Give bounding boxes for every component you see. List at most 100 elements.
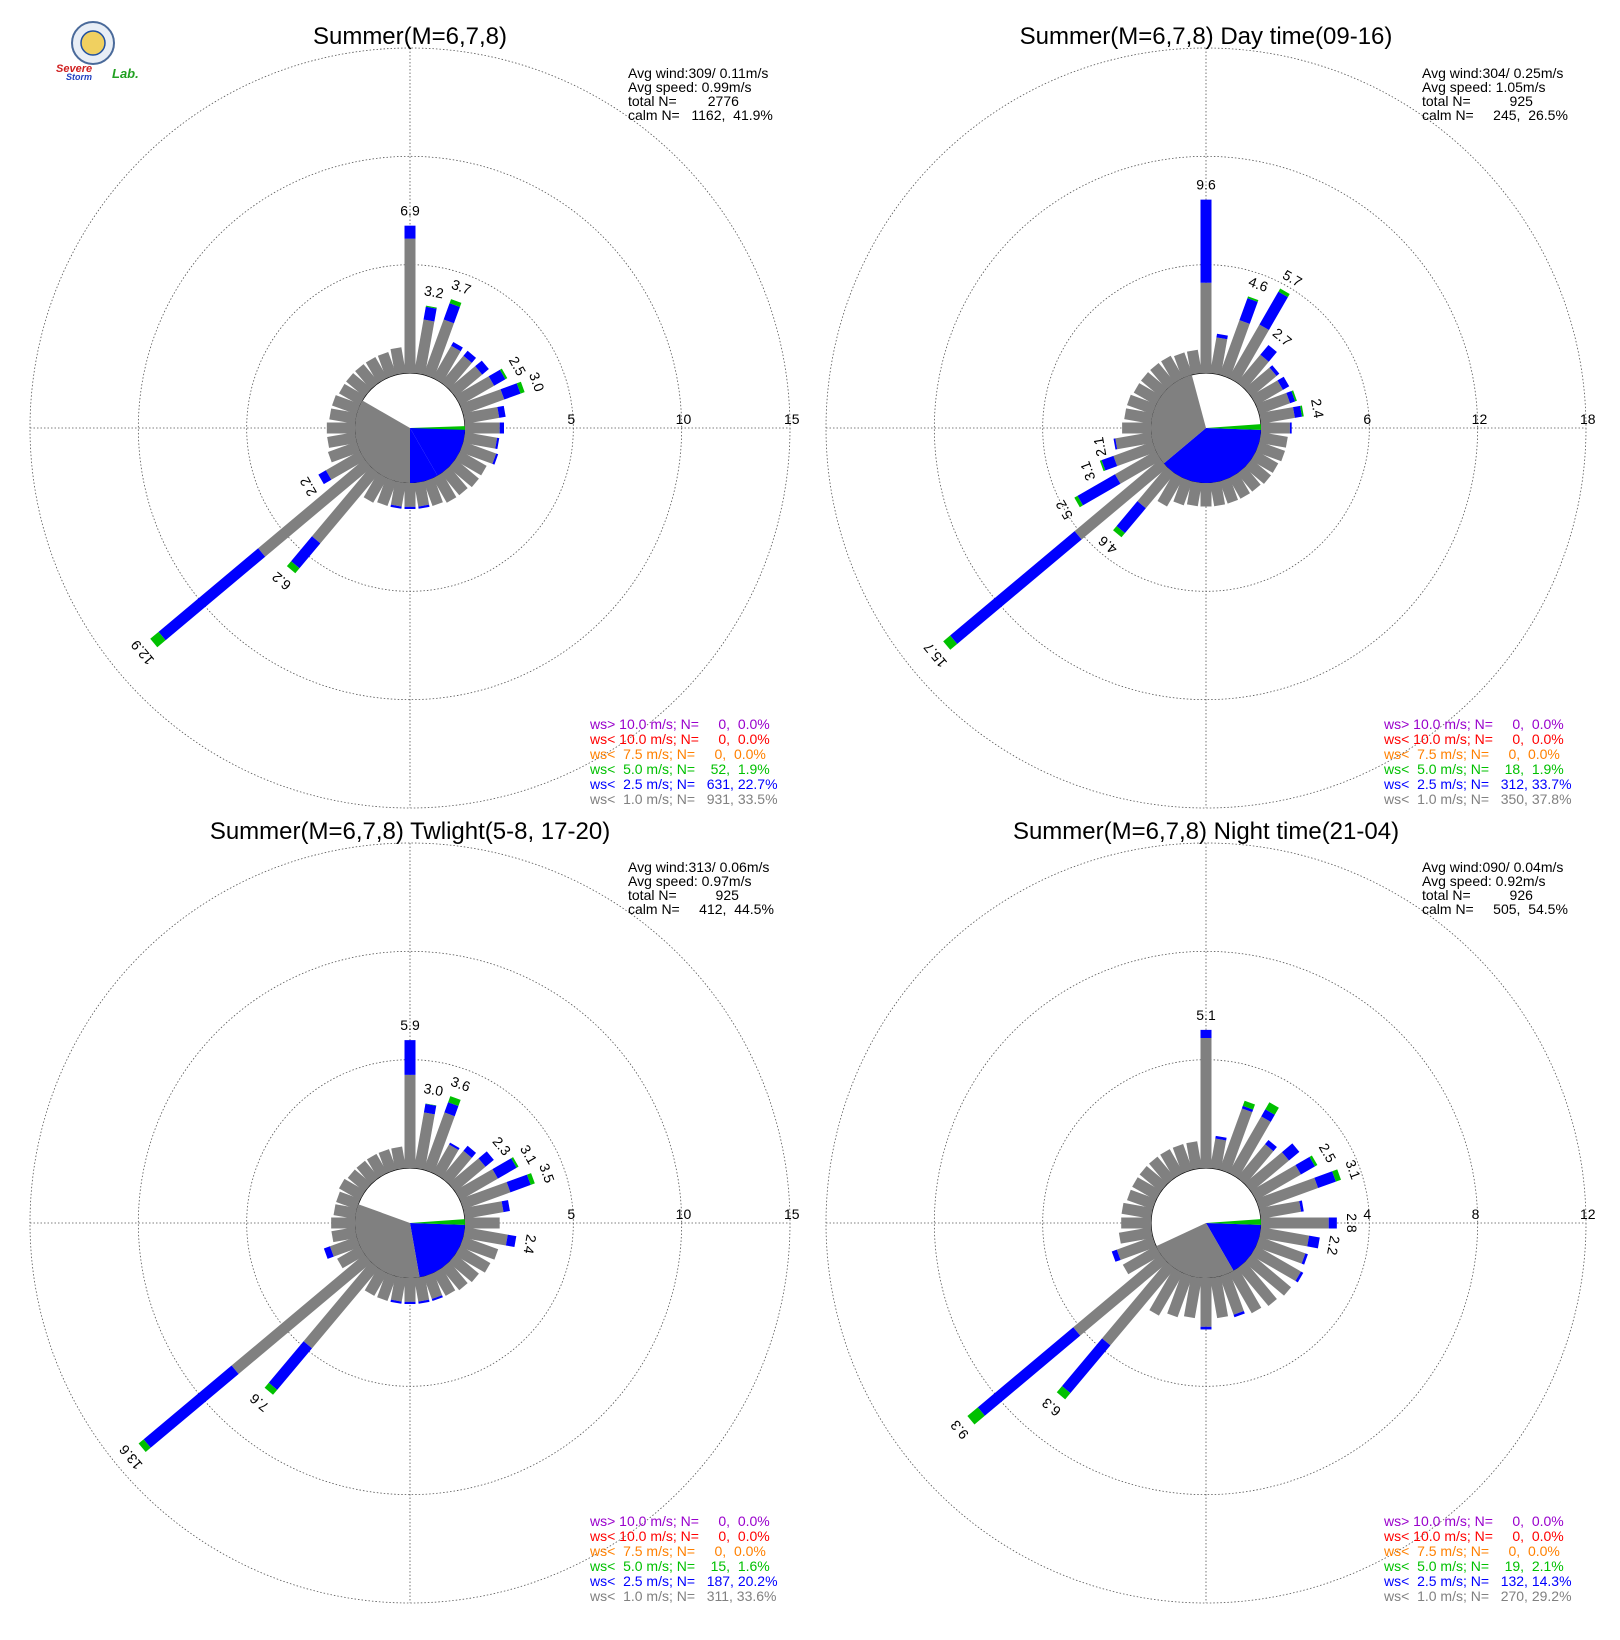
sector-bar-gray xyxy=(454,450,487,476)
bar-value-label: 4.6 xyxy=(1095,533,1120,558)
sector-bar-blue xyxy=(1314,1171,1336,1189)
calm-wedge xyxy=(1151,374,1206,464)
sector-bar-gray xyxy=(432,1267,456,1296)
sector-bar-gray xyxy=(1149,1156,1175,1185)
bar-value-label: 3.0 xyxy=(423,1080,445,1099)
sector-bar-gray xyxy=(463,432,498,449)
sector-bar-gray xyxy=(1122,1245,1162,1275)
sector-bar-blue xyxy=(501,1200,510,1213)
calm-wedge xyxy=(410,428,438,483)
calm-wedge xyxy=(1206,424,1261,430)
lab-logo: Severe Storm Lab. xyxy=(56,21,139,82)
sector-bar-gray xyxy=(1244,367,1277,397)
legend-entry: ws< 5.0 m/s; N= 52, 1.9% xyxy=(589,761,770,777)
wind-rose-panel: 4 8 12 5.1 2.53.1 2.82.2 6.3 9.3 Summer(M=6,7,8)… xyxy=(825,818,1596,1604)
stats-line: calm N= 412, 44.5% xyxy=(628,901,774,917)
sector-bar-gray xyxy=(336,1191,361,1210)
sector-bar-gray xyxy=(1118,1227,1153,1244)
sector-bar-gray xyxy=(448,1254,479,1283)
sector-bar-gray xyxy=(454,1245,491,1273)
sector-bar-gray xyxy=(327,441,361,463)
sector-bar-gray xyxy=(463,407,500,424)
sector-bar-gray xyxy=(355,364,379,390)
sector-bar-gray xyxy=(414,481,430,507)
sector-bar-blue xyxy=(1116,501,1146,534)
bar-value-label: 2.2 xyxy=(296,474,320,499)
sector-bar-gray xyxy=(364,1267,388,1296)
ring-label: 12 xyxy=(1472,411,1488,427)
legend-entry: ws> 10.0 m/s; N= 0, 0.0% xyxy=(589,1513,770,1529)
sector-bar-gray xyxy=(1244,459,1272,484)
sector-bar-green xyxy=(1332,1169,1342,1182)
sector-bar-gray xyxy=(1114,450,1162,484)
legend-entry: ws< 7.5 m/s; N= 0, 0.0% xyxy=(589,746,766,762)
sector-bar-gray xyxy=(337,1245,366,1269)
sector-bar-green xyxy=(425,1103,437,1106)
sector-bar-gray xyxy=(303,1261,379,1349)
sector-bar-gray xyxy=(1102,1261,1175,1346)
ring-label: 4 xyxy=(1363,1206,1371,1222)
sector-bar-blue xyxy=(1281,1143,1300,1161)
sector-bar-gray xyxy=(1137,466,1175,509)
sector-bar-gray xyxy=(331,1217,355,1229)
bar-value-label: 3.2 xyxy=(423,282,445,301)
sector-bar-gray xyxy=(329,1236,361,1257)
bar-value-label: 5.2 xyxy=(1052,497,1076,522)
stats-line: Avg speed: 0.99m/s xyxy=(628,79,751,95)
sector-bar-gray xyxy=(448,1158,486,1192)
sector-bar-gray xyxy=(1250,1165,1301,1201)
sector-bar-gray xyxy=(1259,1227,1310,1247)
sector-bar-gray xyxy=(459,1181,511,1210)
sector-bar-gray xyxy=(338,383,366,406)
ring-label: 5 xyxy=(567,1206,575,1222)
sector-bar-gray xyxy=(1150,362,1175,390)
sector-bar-blue xyxy=(404,1301,416,1304)
bar-value-label: 6.3 xyxy=(1039,1395,1064,1420)
sector-bar-blue xyxy=(448,1142,460,1150)
sector-bar-gray xyxy=(1186,481,1202,507)
sector-bar-blue xyxy=(495,437,500,449)
ring-label: 6 xyxy=(1363,411,1371,427)
bar-value-label: 4.6 xyxy=(1246,273,1270,295)
sector-bar-blue xyxy=(499,422,504,434)
sector-bar-gray xyxy=(356,1160,379,1185)
sector-bar-gray xyxy=(463,1227,508,1246)
sector-bar-gray xyxy=(1219,477,1239,504)
sector-bar-blue xyxy=(1328,1217,1337,1229)
sector-bar-gray xyxy=(1250,1245,1301,1281)
legend-entry: ws< 2.5 m/s; N= 187, 20.2% xyxy=(589,1573,778,1589)
sector-bar-gray xyxy=(1200,1038,1212,1168)
sector-bar-gray xyxy=(390,347,406,375)
sector-bar-blue xyxy=(506,1174,531,1193)
bar-value-label: 2.3 xyxy=(489,1133,514,1158)
sector-bar-gray xyxy=(1255,441,1286,462)
calm-wedge xyxy=(1206,1223,1261,1271)
sector-bar-gray xyxy=(1113,441,1157,467)
sector-bar-gray xyxy=(1261,1217,1329,1229)
sector-bar-gray xyxy=(1126,394,1157,415)
sector-bar-gray xyxy=(423,477,443,506)
sector-bar-blue xyxy=(1261,1109,1275,1122)
sector-bar-blue xyxy=(1241,1105,1254,1113)
calm-wedge xyxy=(1206,1219,1261,1225)
sector-bar-gray xyxy=(1228,324,1269,384)
sector-bar-blue xyxy=(390,1299,402,1304)
sector-bar-gray xyxy=(414,1112,435,1170)
bar-value-label: 3.1 xyxy=(1077,459,1099,483)
ring-label: 15 xyxy=(784,411,800,427)
legend-entry: ws< 1.0 m/s; N= 350, 37.8% xyxy=(1383,791,1572,807)
wind-rose-panel: 6 12 189.64.6 5.72.72.44.615.75.23.12.1Summ… xyxy=(825,23,1596,809)
legend-entry: ws< 1.0 m/s; N= 931, 33.5% xyxy=(589,791,778,807)
stats-line: Avg speed: 0.97m/s xyxy=(628,873,751,889)
sector-bar-blue xyxy=(497,405,506,418)
ring-label: 15 xyxy=(784,1206,800,1222)
sector-bar-gray xyxy=(1121,1217,1151,1229)
sector-bar-gray xyxy=(432,1144,459,1179)
sector-bar-gray xyxy=(1073,1254,1168,1336)
sector-bar-green xyxy=(425,305,437,309)
sector-bar-blue xyxy=(268,1341,313,1390)
panel-title: Summer(M=6,7,8) Twlight(5-8, 17-20) xyxy=(210,818,610,845)
sector-bar-blue xyxy=(1264,1139,1277,1152)
sector-bar-gray xyxy=(1210,481,1226,507)
sector-bar-green xyxy=(526,1173,535,1185)
